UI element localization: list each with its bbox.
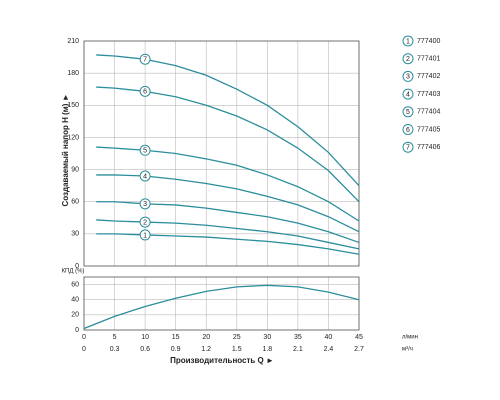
legend-marker-label: 6 (406, 127, 410, 134)
legend-marker-label: 4 (406, 91, 410, 98)
legend-marker-label: 5 (406, 109, 410, 116)
y-tick-label: 20 (71, 312, 79, 319)
y-axis-label: Создаваемый напор H (м) ► (61, 93, 70, 206)
curve (96, 201, 360, 244)
x-axis-label: Производительность Q ► (170, 356, 274, 365)
x2-tick-label: 1.5 (232, 346, 242, 353)
x-tick-label: 40 (325, 334, 333, 341)
x2-tick-label: 0 (82, 346, 86, 353)
curve-marker (139, 198, 151, 210)
curve-marker (139, 53, 151, 65)
x-tick-label: 10 (141, 334, 149, 341)
curve-marker (139, 144, 151, 156)
curve-marker-label: 1 (143, 232, 147, 239)
curve (96, 86, 360, 203)
legend-label: 777405 (417, 126, 440, 133)
legend-marker-label: 1 (406, 38, 410, 45)
curve-marker-label: 5 (143, 148, 147, 155)
legend-marker-label: 3 (406, 74, 410, 81)
curve-marker (139, 85, 151, 97)
x2-tick-label: 1.2 (201, 346, 211, 353)
y-tick-label: 0 (75, 327, 79, 334)
x-tick-label: 0 (82, 334, 86, 341)
legend-label: 777400 (417, 38, 440, 45)
legend-label: 777402 (417, 73, 440, 80)
curve (96, 146, 360, 222)
x-tick-label: 45 (355, 334, 363, 341)
x-tick-label: 20 (202, 334, 210, 341)
curve (96, 174, 360, 233)
curve-marker-label: 7 (143, 57, 147, 64)
x2-tick-label: 2.4 (324, 346, 334, 353)
legend-label: 777406 (417, 144, 440, 151)
legend-marker (402, 70, 414, 82)
curve-marker (139, 229, 151, 241)
plot-frame (83, 276, 360, 331)
y-tick-label: 60 (71, 199, 79, 206)
x-tick-label: 15 (172, 334, 180, 341)
x2-tick-label: 1.8 (262, 346, 272, 353)
y-tick-label: 30 (71, 231, 79, 238)
legend-marker-label: 2 (406, 56, 410, 63)
x2-tick-label: 2.7 (354, 346, 364, 353)
curve-marker-label: 6 (143, 89, 147, 96)
y-tick-label: 120 (67, 134, 79, 141)
x2-unit: м³/ч (402, 347, 413, 353)
legend-label: 777404 (417, 109, 440, 116)
y-tick-label: 150 (67, 102, 79, 109)
legend-marker (402, 53, 414, 65)
x-tick-label: 25 (233, 334, 241, 341)
x2-tick-label: 0.6 (140, 346, 150, 353)
legend-label: 777403 (417, 91, 440, 98)
legend-marker (402, 35, 414, 47)
legend-marker (402, 88, 414, 100)
y-tick-label: 210 (67, 38, 79, 45)
legend-marker (402, 106, 414, 118)
curve (96, 219, 360, 250)
y-tick-label: 60 (71, 281, 79, 288)
curve-marker-label: 4 (143, 173, 147, 180)
y-tick-label: 40 (71, 297, 79, 304)
x-tick-label: 30 (263, 334, 271, 341)
y-tick-label: 180 (67, 70, 79, 77)
curve (96, 54, 360, 187)
y-axis-label: КПД (%) (62, 269, 85, 275)
x2-tick-label: 0.9 (171, 346, 181, 353)
x2-tick-label: 2.1 (293, 346, 303, 353)
legend-marker-label: 7 (406, 145, 410, 152)
plot-frame (83, 40, 360, 267)
y-tick-label: 0 (75, 263, 79, 270)
curve-marker (139, 216, 151, 228)
curve-marker-label: 2 (143, 219, 147, 226)
x-unit: л/мин (402, 335, 418, 341)
x-tick-label: 5 (113, 334, 117, 341)
curve (83, 284, 360, 330)
curve-marker-label: 3 (143, 201, 147, 208)
curve-marker (139, 170, 151, 182)
x-tick-label: 35 (294, 334, 302, 341)
legend-marker (402, 124, 414, 135)
x2-tick-label: 0.3 (110, 346, 120, 353)
legend-label: 777401 (417, 56, 440, 63)
curve (96, 233, 360, 255)
y-tick-label: 90 (71, 166, 79, 173)
legend-marker (402, 141, 414, 153)
